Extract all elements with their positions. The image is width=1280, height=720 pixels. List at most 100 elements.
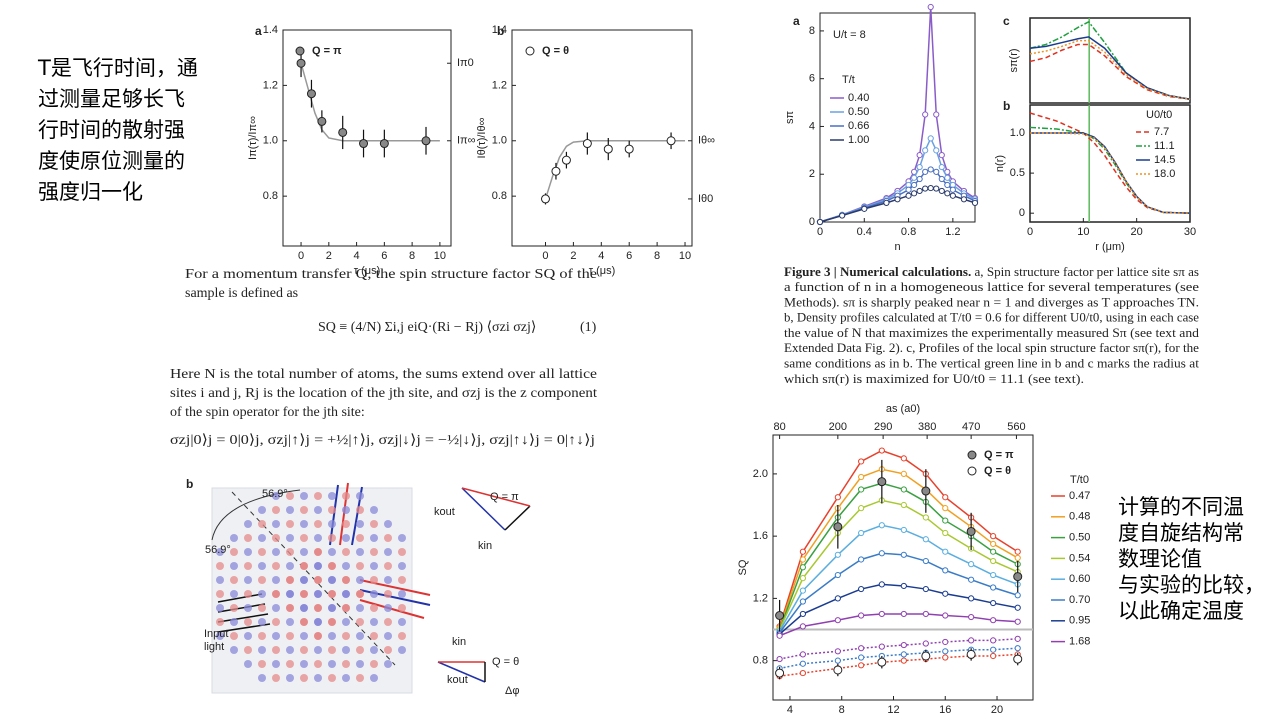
lattice-site bbox=[328, 618, 336, 626]
marker bbox=[938, 187, 945, 195]
marker bbox=[858, 556, 865, 563]
lattice-site bbox=[258, 576, 266, 584]
lattice-site bbox=[258, 548, 266, 556]
marker bbox=[900, 641, 907, 649]
lattice-site bbox=[272, 604, 280, 612]
y-tick-label: 0.8 bbox=[263, 190, 278, 202]
diagram-label: Q = π bbox=[490, 491, 519, 503]
marker bbox=[858, 505, 865, 512]
lattice-site bbox=[328, 562, 336, 570]
caption-line: Methods). sπ is sharply peaked near n = … bbox=[784, 295, 1199, 309]
marker bbox=[858, 585, 865, 593]
axis-line bbox=[231, 491, 396, 666]
plot-frame bbox=[1029, 17, 1191, 104]
top-tick-label: 560 bbox=[1007, 421, 1025, 433]
lattice-site bbox=[286, 506, 294, 514]
legend-label: 0.66 bbox=[848, 120, 869, 132]
legend-label: 0.60 bbox=[1069, 573, 1090, 585]
lattice-site bbox=[244, 604, 252, 612]
lattice-site bbox=[398, 534, 406, 542]
data-point bbox=[833, 665, 843, 675]
marker bbox=[942, 648, 949, 655]
marker bbox=[990, 557, 997, 565]
equation-number: (1) bbox=[580, 320, 597, 335]
diagram-label: kout bbox=[447, 674, 468, 686]
legend-label: Q = θ bbox=[984, 465, 1011, 477]
paragraph-line: Here N is the total number of atoms, the… bbox=[170, 367, 597, 382]
lattice-site bbox=[244, 576, 252, 584]
lattice-site bbox=[370, 534, 378, 542]
lattice-site bbox=[272, 576, 280, 584]
lattice-site bbox=[328, 604, 336, 612]
marker bbox=[922, 168, 929, 175]
legend-symbol bbox=[967, 466, 977, 476]
plot-frame bbox=[772, 434, 1034, 701]
data-point bbox=[966, 526, 976, 536]
marker bbox=[922, 640, 929, 647]
chart: 0 2 4 6 8 10 0.8 1.0 1.2 1.4 τ (μs) Iπ(τ)/Iπ∞ a Iπ0 Iπ… bbox=[247, 24, 476, 277]
marker bbox=[927, 135, 934, 142]
marker bbox=[938, 175, 945, 183]
angle-arc bbox=[211, 489, 301, 541]
lattice-site bbox=[384, 646, 392, 654]
diagram-label: kin bbox=[478, 540, 492, 552]
marker bbox=[900, 651, 907, 658]
y-axis-label: n(r) bbox=[994, 155, 1006, 172]
x-tick-label: 16 bbox=[939, 704, 951, 716]
lattice-site bbox=[384, 590, 392, 598]
marker bbox=[799, 623, 806, 630]
marker bbox=[960, 196, 968, 203]
data-point bbox=[966, 649, 976, 659]
lattice-site bbox=[370, 590, 378, 598]
legend-label: 14.5 bbox=[1154, 154, 1175, 166]
lattice-site bbox=[384, 548, 392, 556]
marker bbox=[949, 186, 956, 193]
series-line bbox=[819, 168, 976, 223]
marker bbox=[799, 548, 806, 555]
lattice-site bbox=[258, 562, 266, 570]
marker bbox=[933, 147, 940, 154]
lattice-site bbox=[258, 534, 266, 542]
marker bbox=[900, 610, 907, 618]
marker bbox=[927, 184, 934, 192]
x-tick-label: 10 bbox=[679, 250, 691, 262]
lattice-site bbox=[286, 646, 294, 654]
data-point bbox=[551, 166, 561, 176]
lattice-site bbox=[342, 632, 350, 640]
lattice-site bbox=[356, 562, 364, 570]
lattice-site bbox=[230, 576, 238, 584]
lattice-site bbox=[272, 562, 280, 570]
marker bbox=[858, 458, 865, 465]
lattice-site bbox=[314, 632, 322, 640]
lattice-site bbox=[286, 590, 294, 598]
lattice-site bbox=[244, 590, 252, 598]
marker bbox=[858, 473, 865, 481]
x-axis-label: r (μm) bbox=[1095, 241, 1125, 253]
diagram-label: kin bbox=[452, 636, 466, 648]
lattice-site bbox=[384, 520, 392, 528]
y-tick-label: 1.0 bbox=[263, 135, 278, 147]
data-point bbox=[1013, 654, 1023, 664]
marker bbox=[858, 645, 865, 652]
legend-label: Q = θ bbox=[542, 45, 569, 57]
lattice-site bbox=[300, 534, 308, 542]
marker bbox=[938, 152, 945, 159]
lattice-site bbox=[356, 506, 364, 514]
marker bbox=[878, 643, 885, 650]
lattice-site bbox=[300, 604, 308, 612]
caption-line: a function of n in a homogeneous lattice… bbox=[784, 280, 1200, 294]
marker bbox=[834, 494, 841, 501]
y-tick-label: 1.2 bbox=[753, 592, 768, 604]
marker bbox=[968, 576, 975, 583]
lattice-site bbox=[328, 520, 336, 528]
lattice-site bbox=[356, 646, 364, 654]
marker bbox=[990, 571, 997, 579]
lattice-site bbox=[328, 632, 336, 640]
marker bbox=[933, 111, 940, 118]
lattice-site bbox=[328, 660, 336, 668]
marker bbox=[883, 199, 890, 206]
lattice-site bbox=[244, 520, 252, 528]
marker bbox=[878, 522, 885, 529]
marker bbox=[990, 584, 997, 591]
lattice-site bbox=[258, 674, 266, 682]
